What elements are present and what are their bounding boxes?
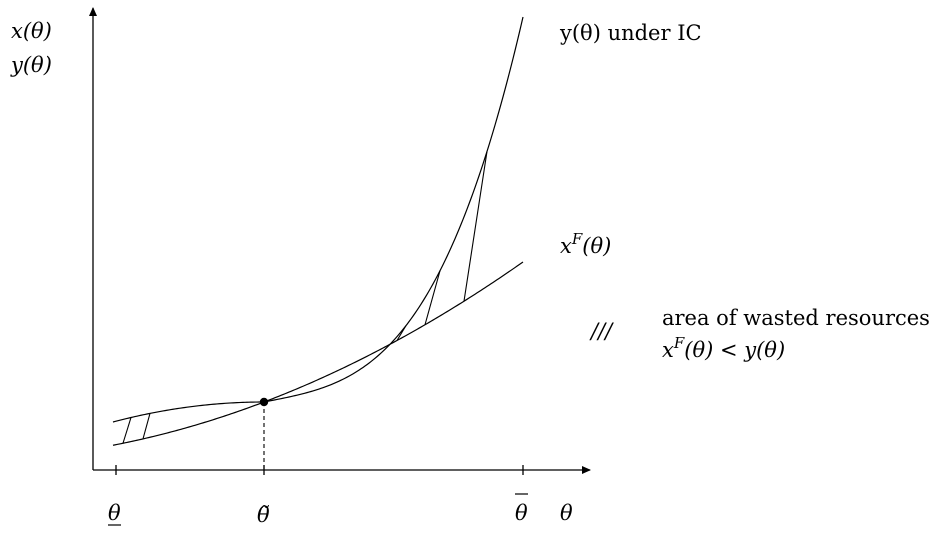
legend-line2-rest: (θ) < y(θ) <box>684 338 785 362</box>
tick-label-theta-low: θ <box>108 501 121 525</box>
legend-hatch-symbol: /// <box>589 319 614 343</box>
tick-label-theta-tilde: θ̃ <box>257 503 270 527</box>
legend-line2-x: x <box>662 338 674 362</box>
tangency-point <box>259 397 269 407</box>
xF-label-x: x <box>560 234 572 258</box>
hatched-area <box>122 151 488 444</box>
xF-curve-label: xF(θ) <box>560 230 611 258</box>
xF-label-sup: F <box>571 230 583 248</box>
hatch-line <box>424 270 441 325</box>
xF-curve <box>112 261 524 446</box>
x-axis-label: θ <box>560 501 573 525</box>
tick-label-theta-high: θ <box>515 501 528 525</box>
legend-text-line2: xF(θ) < y(θ) <box>662 334 785 362</box>
y-curve-label: y(θ) under IC <box>559 21 702 45</box>
hatch-line <box>396 325 407 341</box>
hatch-line <box>122 417 132 444</box>
xF-label-arg: (θ) <box>582 234 611 258</box>
y-curve <box>112 16 524 423</box>
hatch-line <box>463 151 488 302</box>
y-axis-label-y: y(θ) <box>10 53 52 77</box>
legend-text-line1: area of wasted resources <box>662 306 930 330</box>
y-axis-label-x: x(θ) <box>11 19 52 43</box>
hatch-line <box>142 413 151 440</box>
legend-line2-sup: F <box>673 334 685 352</box>
